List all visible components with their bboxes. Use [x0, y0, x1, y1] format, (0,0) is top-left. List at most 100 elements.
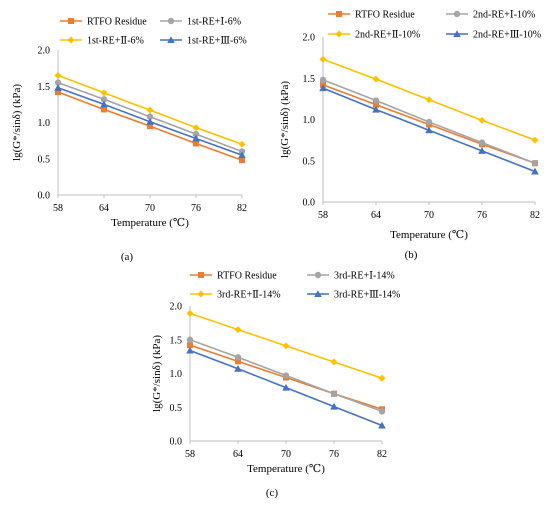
x-tick-label: 76 [477, 210, 487, 221]
legend-marker [453, 10, 461, 18]
x-tick-label: 82 [237, 203, 247, 214]
y-tick-label: 0.0 [170, 437, 183, 448]
y-axis-title: lg(G*/sinδ) (kPa) [151, 335, 163, 412]
legend-marker [167, 17, 175, 25]
x-axis-title: Temperature (℃) [390, 229, 468, 241]
x-tick-label: 82 [377, 449, 387, 460]
data-point [330, 402, 338, 410]
data-point [330, 358, 338, 366]
legend-marker [167, 36, 175, 43]
legend-label: 2nd-RE+Ⅲ-10% [473, 30, 541, 41]
data-point [146, 113, 154, 120]
data-point [425, 118, 433, 126]
data-point [238, 140, 246, 148]
legend-entry-3: 1st-RE+Ⅱ-6% [60, 36, 144, 47]
legend-label: 2nd-RE+Ⅰ-10% [473, 10, 535, 21]
x-tick-label: 76 [191, 203, 201, 214]
data-point [100, 100, 108, 108]
data-point [373, 101, 379, 108]
y-tick-label: 1.5 [303, 74, 316, 85]
panel-label: (b) [405, 249, 418, 261]
legend-entry-1: RTFO Residue [328, 10, 415, 21]
legend-label: 1st-RE+Ⅰ-6% [187, 17, 241, 28]
y-tick-label: 0.0 [303, 198, 316, 209]
y-axis-title: lg(G*/sinδ) (kPa) [279, 81, 291, 158]
legend-marker [314, 290, 322, 297]
legend-entry-3: 2nd-RE+Ⅱ-10% [328, 30, 420, 41]
data-point [378, 408, 386, 415]
data-point [478, 147, 486, 154]
data-point [425, 96, 433, 104]
legend-marker [314, 271, 322, 279]
data-point [187, 342, 193, 349]
data-point [54, 71, 62, 79]
panel-label: (a) [121, 251, 134, 263]
legend-entry-3: 3rd-RE+Ⅱ-14% [190, 290, 281, 301]
data-point [531, 167, 539, 175]
legend-entry-1: RTFO Residue [60, 17, 147, 28]
data-point [146, 106, 154, 114]
legend-marker [68, 18, 74, 24]
data-point [372, 105, 380, 113]
x-axis-title: Temperature (℃) [247, 463, 325, 475]
y-axis-title: lg(G*/sinδ) (kPa) [11, 84, 23, 161]
legend-marker [336, 11, 342, 17]
x-tick-label: 64 [99, 203, 109, 214]
legend-marker [67, 36, 75, 44]
data-point [234, 326, 242, 334]
legend-entry-4: 3rd-RE+Ⅲ-14% [307, 290, 400, 301]
data-point [238, 151, 246, 159]
data-point [147, 123, 153, 130]
data-point [372, 75, 380, 83]
data-point [234, 364, 242, 372]
data-point [101, 106, 107, 113]
y-tick-label: 0.5 [170, 403, 183, 414]
legend-entry-2: 3rd-RE+Ⅰ-14% [307, 271, 395, 282]
x-tick-label: 70 [424, 210, 434, 221]
x-tick-label: 76 [329, 449, 339, 460]
x-tick-label: 58 [185, 449, 195, 460]
x-tick-label: 58 [53, 203, 63, 214]
data-point [319, 55, 327, 63]
legend-label: RTFO Residue [355, 10, 415, 21]
y-tick-label: 0.5 [38, 154, 51, 165]
data-point [54, 83, 62, 91]
legend-entry-2: 2nd-RE+Ⅰ-10% [446, 10, 535, 21]
legend-entry-2: 1st-RE+Ⅰ-6% [160, 17, 241, 28]
data-point [330, 390, 338, 397]
y-tick-label: 1.0 [38, 118, 51, 129]
legend-entry-1: RTFO Residue [190, 271, 277, 282]
legend-marker [198, 272, 204, 278]
y-tick-label: 0.0 [38, 191, 51, 202]
data-point [186, 309, 194, 317]
data-point [282, 383, 290, 391]
legend-entry-4: 2nd-RE+Ⅲ-10% [446, 30, 541, 41]
x-tick-label: 58 [318, 210, 328, 221]
data-point [378, 421, 386, 429]
data-point [192, 134, 200, 142]
data-point [55, 89, 61, 96]
legend-label: RTFO Residue [87, 17, 147, 28]
data-point [531, 136, 539, 144]
data-point [100, 96, 108, 103]
data-point [478, 139, 486, 146]
legend-entry-4: 1st-RE+Ⅲ-6% [160, 36, 247, 47]
y-tick-label: 2.0 [170, 302, 183, 313]
x-tick-label: 64 [233, 449, 243, 460]
panel-label: (c) [266, 487, 279, 499]
legend-label: RTFO Residue [217, 271, 277, 282]
data-point [372, 97, 380, 104]
data-point [186, 336, 194, 343]
chart-panel-2: 0.0 0.5 1.0 1.5 2.0 58 64 70 76 82 Temperature (℃)… [279, 10, 541, 262]
chart-panel-3: 0.0 0.5 1.0 1.5 2.0 58 64 70 76 82 Temperature (℃)… [151, 271, 400, 500]
data-point [425, 126, 433, 134]
legend-label: 1st-RE+Ⅱ-6% [87, 36, 144, 47]
legend-label: 1st-RE+Ⅲ-6% [187, 36, 247, 47]
data-point [146, 117, 154, 125]
data-point [531, 160, 539, 167]
y-tick-label: 1.5 [38, 82, 51, 93]
legend-marker [197, 290, 205, 298]
y-tick-label: 1.0 [170, 369, 183, 380]
data-point [239, 157, 245, 164]
